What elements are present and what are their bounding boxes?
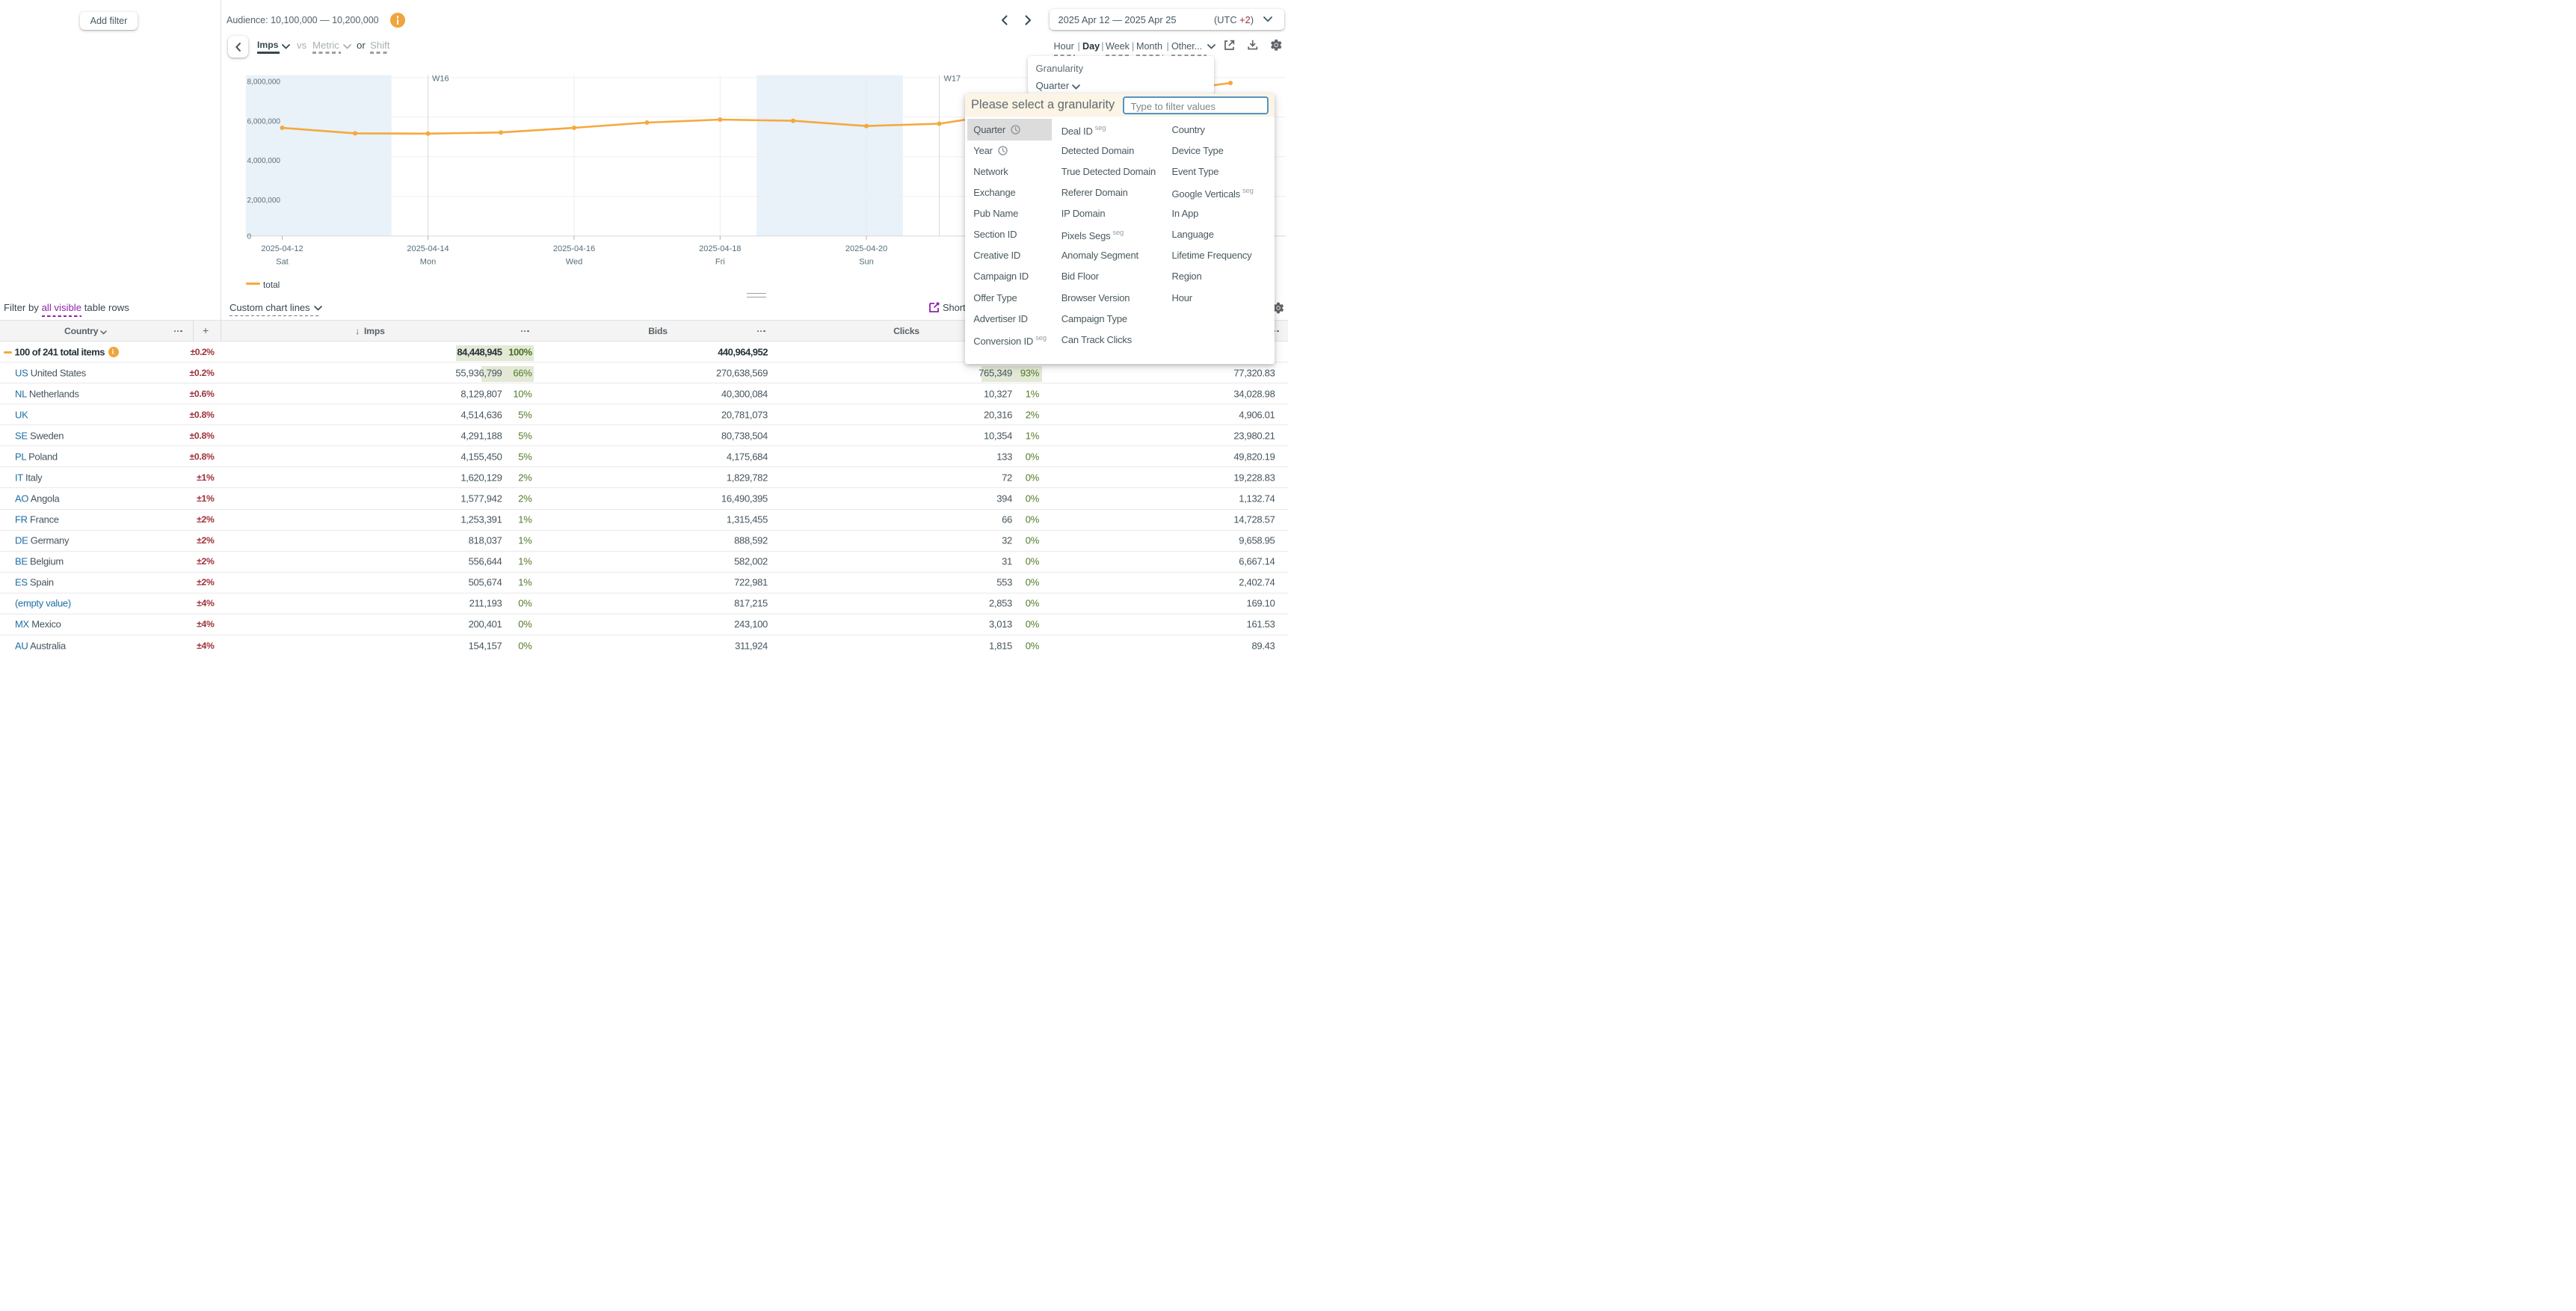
- svg-text:Wed: Wed: [566, 258, 582, 267]
- svg-text:2025-04-14: 2025-04-14: [407, 244, 449, 253]
- svg-text:Mon: Mon: [420, 258, 436, 267]
- svg-text:4,000,000: 4,000,000: [247, 157, 281, 165]
- svg-text:2025-04-18: 2025-04-18: [699, 244, 741, 253]
- svg-text:8,000,000: 8,000,000: [247, 78, 281, 86]
- svg-text:6,000,000: 6,000,000: [247, 117, 281, 126]
- svg-text:0: 0: [247, 233, 252, 241]
- svg-text:2025-04-16: 2025-04-16: [553, 244, 595, 253]
- svg-text:Sun: Sun: [859, 258, 874, 267]
- svg-text:2025-04-20: 2025-04-20: [845, 244, 887, 253]
- svg-text:W16: W16: [432, 75, 449, 84]
- svg-text:2025-04-12: 2025-04-12: [261, 244, 303, 253]
- svg-text:Fri: Fri: [715, 258, 725, 267]
- svg-text:W17: W17: [944, 75, 961, 84]
- svg-text:2,000,000: 2,000,000: [247, 197, 281, 205]
- svg-text:Sat: Sat: [276, 258, 289, 267]
